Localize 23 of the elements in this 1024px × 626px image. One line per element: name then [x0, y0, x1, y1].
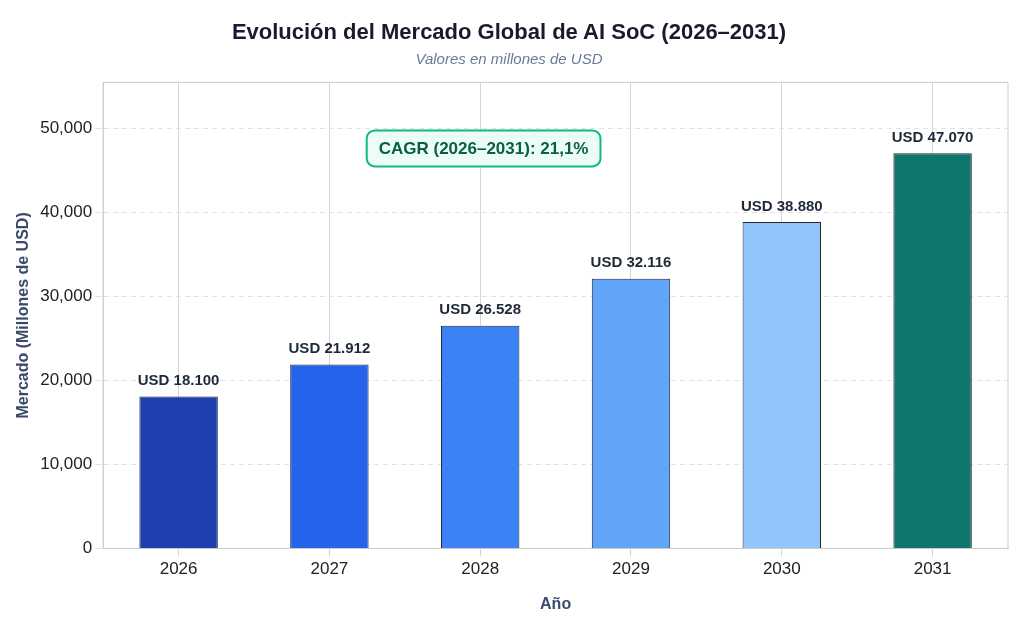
x-tick-label: 2028 — [461, 559, 500, 579]
x-tick-label: 2030 — [762, 559, 801, 579]
data-label: USD 32.116 — [590, 253, 672, 271]
y-axis-title: Mercado (Millones de USD) — [14, 212, 32, 419]
chart-title: Evolución del Mercado Global de AI SoC (2026–2031) — [231, 19, 787, 45]
y-tick-label: 20,000 — [40, 370, 93, 390]
y-tick-label: 40,000 — [40, 202, 93, 222]
data-label: USD 47.070 — [891, 127, 974, 145]
data-label: USD 18.100 — [137, 371, 220, 389]
x-tick-label: 2029 — [612, 559, 650, 579]
y-tick-label: 30,000 — [40, 286, 93, 306]
data-label: USD 38.880 — [740, 196, 823, 214]
y-tick-label: 0 — [82, 538, 93, 558]
x-tick-label: 2031 — [913, 559, 952, 579]
x-tick-label: 2026 — [159, 559, 198, 579]
chart-subtitle: Valores en millones de USD — [415, 49, 603, 67]
annotation: CAGR (2026–2031): 21,1% — [378, 139, 589, 159]
data-label: USD 21.912 — [288, 339, 371, 357]
y-tick-label: 10,000 — [40, 454, 93, 474]
x-axis-title: Año — [540, 594, 572, 612]
data-label: USD 26.528 — [439, 300, 522, 318]
x-tick-label: 2027 — [310, 559, 349, 579]
y-tick-label: 50,000 — [40, 118, 93, 138]
